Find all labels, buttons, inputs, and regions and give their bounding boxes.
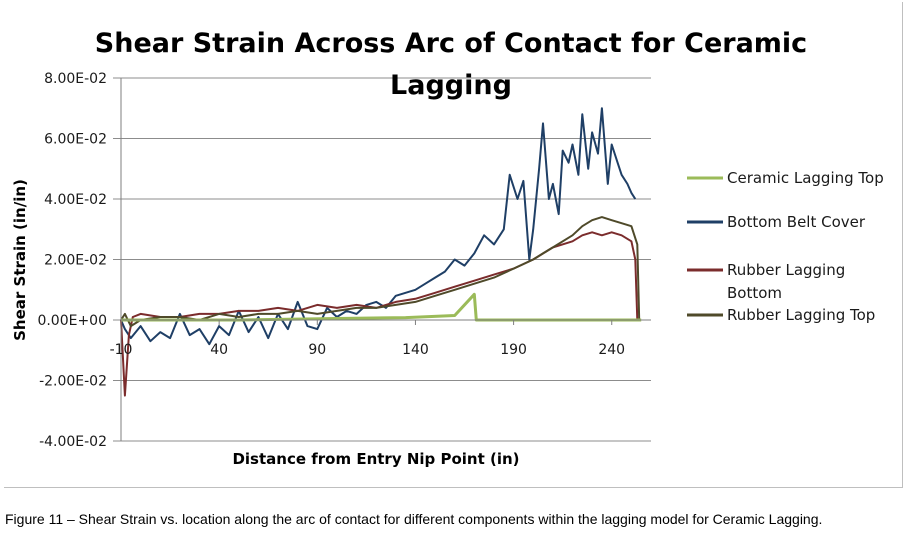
- chart-title-line-2: Lagging: [390, 70, 512, 101]
- y-tick-label: 4.00E-02: [44, 192, 107, 208]
- y-tick-label: -4.00E-02: [39, 434, 107, 450]
- series-layer: [120, 107, 642, 397]
- series-line-rubber-lagging-bottom: [120, 231, 639, 397]
- x-axis-label: Distance from Entry Nip Point (in): [232, 450, 519, 468]
- chart-frame: [4, 2, 903, 488]
- legend-label-ceramic-lagging-top: Ceramic Lagging Top: [727, 169, 884, 187]
- legend-label-rubber-lagging-bottom: Rubber Lagging Bottom: [727, 261, 850, 302]
- y-tick-label: 0.00E+00: [37, 313, 107, 329]
- series-line-rubber-lagging-top: [120, 216, 641, 328]
- axes: [120, 78, 651, 441]
- legend-label-rubber-lagging-bottom-line-1: Rubber Lagging: [727, 261, 845, 279]
- y-tick-label: 6.00E-02: [44, 132, 107, 148]
- legend-label-bottom-belt-cover: Bottom Belt Cover: [727, 213, 866, 231]
- x-tick-label: -10: [110, 342, 133, 358]
- tick-labels: 8.00E-02 6.00E-02 4.00E-02 2.00E-02 0.00E+00…: [37, 71, 625, 450]
- gridlines: [113, 77, 651, 442]
- legend-label-rubber-lagging-bottom-line-2: Bottom: [727, 284, 782, 302]
- x-tick-label: 190: [500, 342, 527, 358]
- y-tick-label: 8.00E-02: [44, 71, 107, 87]
- series-line-bottom-belt-cover: [120, 107, 637, 346]
- chart-svg: 8.00E-02 6.00E-02 4.00E-02 2.00E-02 0.00E+00…: [11, 28, 884, 468]
- y-axis-label: Shear Strain (in/in): [11, 179, 29, 341]
- x-tick-label: 40: [210, 342, 228, 358]
- legend: Ceramic Lagging Top Bottom Belt Cover Ru…: [687, 169, 884, 324]
- x-tick-label: 90: [308, 342, 326, 358]
- y-tick-label: 2.00E-02: [44, 253, 107, 269]
- legend-label-rubber-lagging-top: Rubber Lagging Top: [727, 306, 875, 324]
- figure-caption: Figure 11 – Shear Strain vs. location al…: [5, 511, 823, 527]
- y-tick-label: -2.00E-02: [39, 374, 107, 390]
- x-tick-label: 240: [598, 342, 625, 358]
- x-tick-label: 140: [402, 342, 429, 358]
- chart-title-line-1: Shear Strain Across Arc of Contact for C…: [95, 28, 807, 59]
